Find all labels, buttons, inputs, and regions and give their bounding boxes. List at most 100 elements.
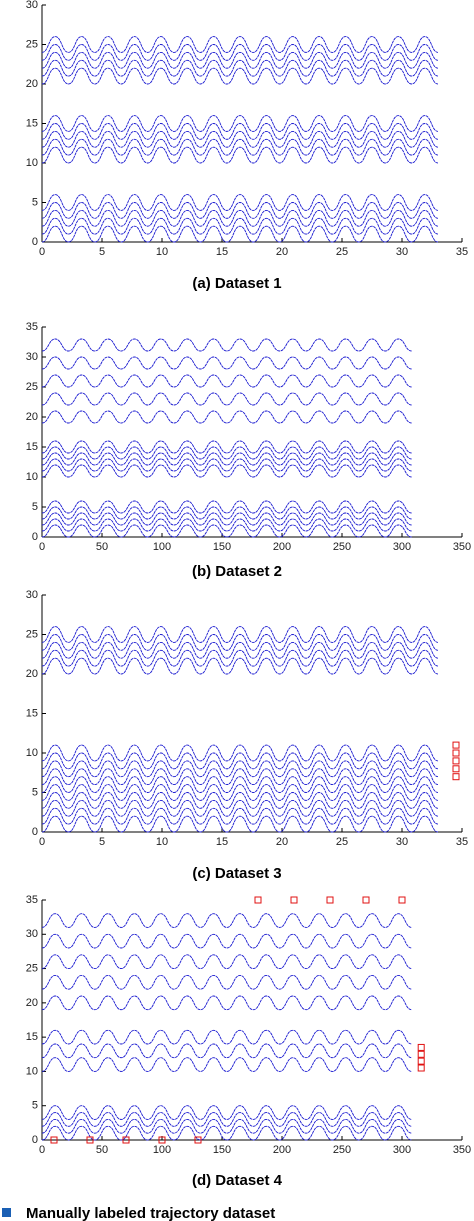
x-tick-label: 30 <box>396 836 408 848</box>
trajectory <box>41 792 439 809</box>
trajectory <box>41 776 439 793</box>
x-tick-label: 30 <box>396 246 408 258</box>
trajectory <box>41 1105 412 1120</box>
trajectory <box>41 410 412 424</box>
caption-icon <box>2 1208 11 1217</box>
y-tick-label: 0 <box>32 236 38 248</box>
x-tick-label: 150 <box>213 1144 231 1156</box>
y-tick-label: 20 <box>26 78 38 90</box>
trajectory <box>41 752 439 770</box>
y-tick-label: 10 <box>26 1065 38 1077</box>
x-tick-label: 200 <box>273 541 291 553</box>
trajectory <box>41 954 412 970</box>
trajectory <box>41 974 412 990</box>
y-tick-label: 15 <box>26 707 38 719</box>
trajectory <box>41 146 439 164</box>
x-tick-label: 0 <box>39 246 45 258</box>
y-tick-label: 15 <box>26 441 38 453</box>
trajectory <box>41 524 412 538</box>
trajectory <box>41 815 439 833</box>
x-tick-label: 20 <box>276 246 288 258</box>
trajectory <box>41 338 412 352</box>
x-tick-label: 20 <box>276 836 288 848</box>
trajectory <box>41 452 412 466</box>
trajectory <box>41 744 439 762</box>
trajectory <box>41 194 439 211</box>
label-marker <box>452 741 460 749</box>
y-tick-label: 0 <box>32 1134 38 1146</box>
y-tick-label: 5 <box>32 196 38 208</box>
y-tick-label: 25 <box>26 628 38 640</box>
trajectory <box>41 626 439 643</box>
trajectory <box>41 506 412 520</box>
x-tick-label: 100 <box>153 541 171 553</box>
trajectory <box>41 1118 412 1134</box>
trajectory <box>41 799 439 817</box>
label-marker <box>398 896 406 904</box>
subfigure-caption: (a) Dataset 1 <box>192 275 281 292</box>
subfigure-caption: (b) Dataset 2 <box>192 563 282 580</box>
trajectory <box>41 209 439 227</box>
x-tick-label: 35 <box>456 246 468 258</box>
x-tick-label: 350 <box>453 1144 471 1156</box>
y-tick-label: 15 <box>26 117 38 129</box>
label-marker <box>158 1136 166 1144</box>
y-tick-label: 35 <box>26 894 38 906</box>
y-tick-label: 0 <box>32 826 38 838</box>
subfigure-caption: (d) Dataset 4 <box>192 1172 283 1189</box>
label-marker <box>254 896 262 904</box>
trajectory <box>41 36 439 53</box>
label-marker <box>452 749 460 757</box>
trajectory <box>41 458 412 472</box>
x-tick-label: 5 <box>99 836 105 848</box>
trajectory <box>41 933 412 949</box>
x-tick-label: 200 <box>273 1144 291 1156</box>
label-marker <box>452 757 460 765</box>
trajectory <box>41 123 439 140</box>
trajectory <box>41 374 412 388</box>
trajectory <box>41 518 412 532</box>
trajectory <box>41 440 412 454</box>
label-marker <box>290 896 298 904</box>
y-tick-label: 25 <box>26 38 38 50</box>
trajectory <box>41 1029 412 1045</box>
label-marker <box>362 896 370 904</box>
trajectory <box>41 130 439 148</box>
trajectory <box>41 217 439 235</box>
trajectory <box>41 657 439 675</box>
x-tick-label: 250 <box>333 541 351 553</box>
label-marker <box>417 1043 425 1051</box>
y-tick-label: 30 <box>26 589 38 601</box>
x-tick-label: 5 <box>99 246 105 258</box>
x-tick-label: 50 <box>96 541 108 553</box>
trajectory <box>41 500 412 514</box>
label-marker <box>452 773 460 781</box>
y-tick-label: 10 <box>26 471 38 483</box>
trajectory <box>41 1112 412 1127</box>
trajectory <box>41 634 439 651</box>
label-marker <box>50 1136 58 1144</box>
trajectory <box>41 446 412 460</box>
trajectory <box>41 51 439 69</box>
x-tick-label: 300 <box>393 1144 411 1156</box>
trajectory <box>41 115 439 132</box>
y-tick-label: 30 <box>26 928 38 940</box>
label-marker <box>122 1136 130 1144</box>
x-tick-label: 25 <box>336 836 348 848</box>
trajectory <box>41 768 439 786</box>
trajectory <box>41 649 439 667</box>
x-tick-label: 0 <box>39 541 45 553</box>
x-tick-label: 25 <box>336 246 348 258</box>
label-marker <box>452 765 460 773</box>
y-tick-label: 0 <box>32 531 38 543</box>
trajectory <box>41 1125 412 1141</box>
label-marker <box>417 1057 425 1065</box>
label-marker <box>417 1064 425 1072</box>
trajectory <box>41 59 439 77</box>
y-tick-label: 5 <box>32 786 38 798</box>
y-tick-label: 35 <box>26 321 38 333</box>
y-tick-label: 10 <box>26 747 38 759</box>
trajectory <box>41 138 439 156</box>
trajectory <box>41 392 412 406</box>
y-tick-label: 30 <box>26 351 38 363</box>
